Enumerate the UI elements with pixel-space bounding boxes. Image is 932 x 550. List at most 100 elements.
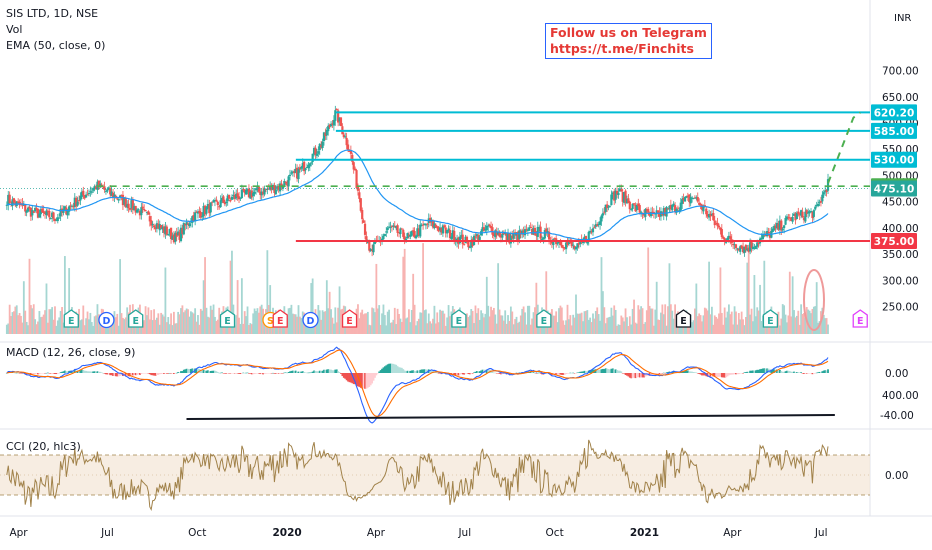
candle-body	[58, 217, 61, 219]
macd-bar	[682, 371, 685, 373]
macd-bar	[202, 370, 205, 373]
volume-bar	[96, 304, 99, 334]
volume-bar	[720, 312, 723, 334]
volume-bar	[733, 306, 736, 334]
volume-bar	[695, 283, 698, 334]
candle-body	[103, 186, 106, 190]
candle-body	[93, 186, 96, 190]
time-tick-label: Oct	[546, 527, 564, 539]
volume-bar	[553, 315, 556, 334]
volume-bar	[534, 307, 536, 334]
volume-bar	[229, 260, 232, 334]
macd-histogram	[5, 363, 829, 389]
candle-body	[683, 197, 687, 202]
macd-bar	[617, 370, 620, 373]
candle-body	[17, 201, 20, 203]
macd-bar	[188, 368, 191, 373]
macd-bar	[383, 366, 386, 373]
macd-bar	[760, 368, 763, 373]
volume-bar	[604, 323, 607, 334]
candle-body	[208, 204, 211, 214]
macd-bar	[113, 373, 116, 376]
macd-bar	[393, 364, 396, 373]
candle-body	[76, 201, 79, 206]
volume-bar	[140, 324, 143, 334]
macd-bar	[201, 370, 204, 373]
volume-bar	[175, 323, 178, 334]
volume-bar	[37, 321, 39, 334]
candle-body	[345, 137, 348, 146]
candle-body	[675, 208, 678, 213]
candle-body	[655, 210, 658, 215]
volume-bar	[444, 325, 447, 334]
macd-bar	[788, 371, 791, 373]
candle-body	[713, 220, 716, 226]
volume-bar	[270, 323, 273, 334]
candle-body	[328, 125, 331, 128]
candle-body	[791, 216, 794, 222]
volume-bar	[603, 307, 606, 334]
volume-bar	[688, 325, 691, 334]
candle-body	[569, 242, 572, 244]
macd-bar	[752, 370, 754, 373]
candle-body	[777, 223, 780, 230]
volume-bar	[525, 324, 528, 334]
macd-bar	[729, 373, 732, 375]
macd-bar	[41, 373, 44, 374]
macd-bar	[51, 373, 54, 374]
candle-body	[805, 210, 808, 214]
candle-body	[814, 206, 817, 210]
candle-body	[614, 190, 617, 200]
candle-body	[690, 197, 694, 199]
candle-body	[611, 192, 614, 195]
candle-body	[134, 205, 137, 213]
macd-bar	[726, 373, 729, 377]
macd-bar	[143, 373, 146, 374]
volume-bar	[682, 322, 685, 334]
candle-body	[362, 220, 365, 223]
macd-bar	[798, 372, 801, 373]
macd-bar	[713, 373, 716, 377]
volume-bar	[289, 307, 291, 334]
candle-body	[652, 211, 655, 214]
candle-body	[535, 234, 538, 236]
macd-bar	[474, 371, 477, 373]
candle-body	[226, 195, 229, 202]
macd-bar	[154, 373, 157, 376]
candle-body	[692, 198, 695, 200]
macd-bar	[297, 371, 300, 373]
candle-body	[117, 199, 120, 201]
event-marker-label: E	[277, 316, 284, 327]
volume-bar	[49, 309, 52, 334]
macd-bar	[296, 371, 298, 373]
candle-body	[740, 245, 743, 249]
candle-body	[158, 224, 161, 231]
macd-bar	[408, 370, 410, 373]
macd-bar	[635, 373, 638, 378]
candle-body	[239, 197, 242, 199]
volume-bar	[35, 324, 38, 334]
volume-bar	[260, 304, 263, 334]
candle-body	[259, 191, 262, 195]
volume-bar	[648, 305, 651, 334]
price-label-text: 530.00	[874, 155, 915, 167]
macd-bar	[399, 367, 402, 373]
macd-bar	[463, 373, 466, 375]
volume-bar	[32, 304, 35, 334]
volume-bar	[368, 324, 371, 334]
macd-bar	[766, 368, 769, 373]
candle-body	[826, 179, 830, 191]
event-marker-label: E	[132, 316, 139, 327]
candle-body	[482, 227, 486, 231]
volume-bar	[61, 307, 63, 334]
volume-bar	[68, 268, 71, 334]
candle-body	[304, 168, 307, 171]
volume-bar	[617, 324, 620, 334]
volume-bar	[754, 316, 757, 334]
macd-bar	[694, 372, 696, 373]
event-marker-circle	[98, 311, 115, 329]
price-label-text: 475.10	[874, 184, 915, 196]
candle-body	[637, 203, 640, 207]
event-marker-badge	[451, 309, 467, 328]
